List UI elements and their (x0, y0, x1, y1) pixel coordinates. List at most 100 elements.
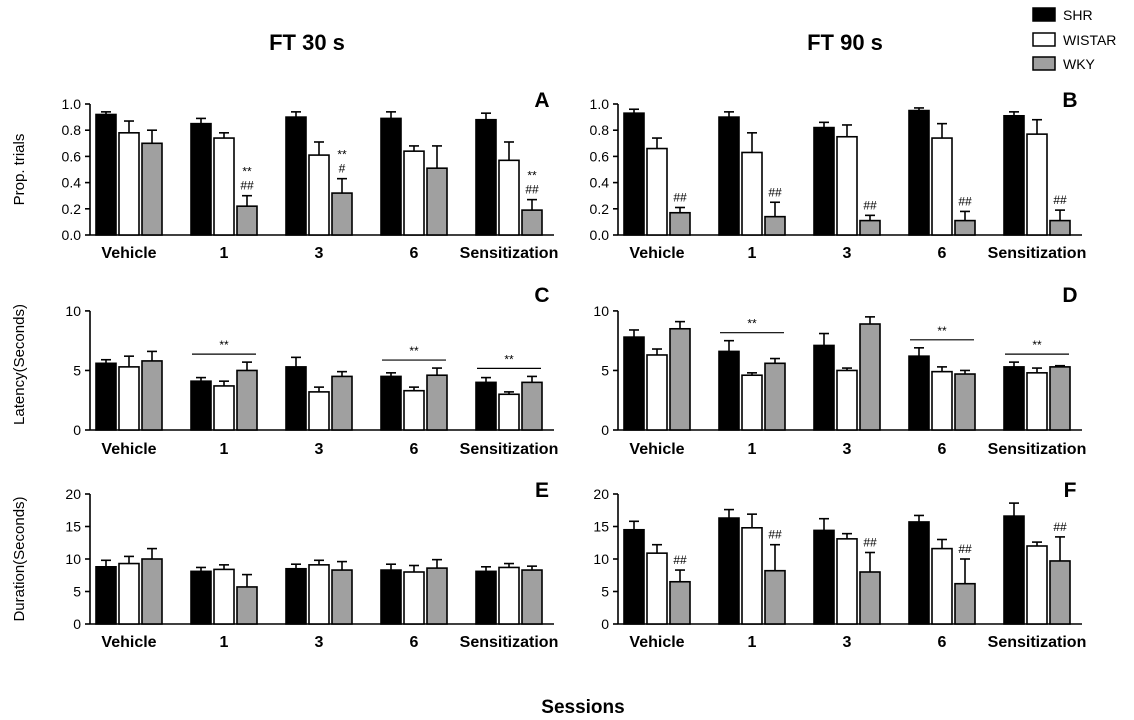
y-tick-label: 0 (73, 616, 81, 632)
x-tick-label-1: 1 (220, 441, 229, 458)
bar-wistar-sensitization (498, 159, 520, 236)
significance-bracket-label: ** (937, 324, 947, 338)
x-tick-label-6: 6 (410, 634, 419, 651)
bar-shr-vehicle (623, 336, 645, 431)
significance-label: ## (240, 179, 254, 193)
bar-shr-3 (285, 366, 307, 431)
y-axis-label: Prop. trials (11, 134, 28, 206)
bar-shr-1 (718, 517, 740, 625)
legend-label-wistar: WISTAR (1063, 32, 1116, 48)
bar-wistar-1 (741, 374, 763, 431)
y-tick-label: 0.0 (62, 227, 82, 243)
significance-label: ** (527, 169, 537, 183)
bar-wky-vehicle (669, 580, 691, 625)
bar-wky-vehicle (141, 558, 163, 625)
x-tick-label-1: 1 (748, 634, 757, 651)
legend: SHR WISTAR WKY (1032, 7, 1116, 72)
bar-shr-1 (190, 570, 212, 625)
x-tick-label-sensitization: Sensitization (988, 634, 1087, 651)
bar-wky-3 (859, 571, 881, 625)
panel-letter: F (1064, 479, 1077, 502)
bar-wky-sensitization (521, 209, 543, 236)
bar-wistar-6 (931, 547, 953, 625)
y-tick-label: 20 (593, 486, 609, 502)
significance-label: ** (337, 148, 347, 162)
y-tick-label: 0.6 (590, 148, 610, 164)
x-tick-label-1: 1 (220, 634, 229, 651)
y-tick-label: 10 (65, 303, 81, 319)
bar-wistar-3 (308, 564, 330, 625)
bar-wistar-6 (931, 370, 953, 431)
column-title-right: FT 90 s (807, 30, 883, 55)
significance-bracket-label: ** (219, 338, 229, 352)
x-tick-label-6: 6 (938, 441, 947, 458)
significance-label: ## (958, 194, 972, 208)
x-tick-label-6: 6 (410, 441, 419, 458)
bar-shr-1 (190, 380, 212, 431)
x-tick-label-vehicle: Vehicle (101, 441, 156, 458)
bar-wky-1 (764, 215, 786, 236)
x-tick-label-1: 1 (748, 245, 757, 262)
bar-shr-vehicle (623, 112, 645, 236)
y-tick-label: 0 (73, 422, 81, 438)
x-tick-label-sensitization: Sensitization (988, 245, 1087, 262)
panel-letter: A (534, 89, 549, 112)
legend-swatch-shr (1032, 7, 1056, 22)
significance-label: ## (863, 198, 877, 212)
y-tick-label: 15 (65, 519, 81, 535)
significance-label: ## (768, 528, 782, 542)
bar-shr-3 (285, 116, 307, 236)
y-tick-label: 0.4 (62, 175, 82, 191)
legend-swatch-wky (1032, 56, 1056, 71)
bar-shr-sensitization (1003, 515, 1025, 625)
panel-a: 0.0 0.2 0.4 0.6 0.8 1.0 Prop. trials A Vehicle 1 3… (11, 89, 558, 262)
y-tick-label: 5 (73, 362, 81, 378)
bar-wistar-3 (836, 369, 858, 431)
bar-wky-3 (331, 375, 353, 431)
bar-shr-vehicle (95, 565, 117, 625)
x-tick-label-1: 1 (748, 441, 757, 458)
bar-shr-1 (718, 116, 740, 236)
panel-letter: E (535, 479, 549, 502)
bar-shr-sensitization (475, 118, 497, 236)
y-tick-label: 5 (601, 584, 609, 600)
bar-wistar-3 (836, 135, 858, 236)
bar-shr-6 (908, 109, 930, 236)
bar-wky-vehicle (669, 327, 691, 431)
bar-wistar-3 (836, 538, 858, 625)
bar-shr-1 (190, 122, 212, 236)
panels: 0.0 0.2 0.4 0.6 0.8 1.0 Prop. trials A Vehicle 1 3… (11, 89, 1086, 651)
significance-label: ## (1053, 520, 1067, 534)
bar-wky-3 (331, 192, 353, 236)
bar-wky-1 (764, 569, 786, 625)
bar-wky-3 (859, 323, 881, 431)
x-tick-label-sensitization: Sensitization (460, 245, 559, 262)
y-tick-label: 5 (73, 584, 81, 600)
bar-wistar-1 (213, 568, 235, 625)
bar-wistar-6 (403, 389, 425, 431)
bar-wky-sensitization (521, 569, 543, 625)
bar-shr-vehicle (95, 362, 117, 431)
bar-shr-3 (285, 567, 307, 625)
y-tick-label: 10 (593, 303, 609, 319)
column-title-left: FT 30 s (269, 30, 345, 55)
y-tick-label: 10 (65, 551, 81, 567)
y-tick-label: 0 (601, 422, 609, 438)
y-tick-label: 5 (601, 362, 609, 378)
x-tick-label-sensitization: Sensitization (460, 441, 559, 458)
x-tick-label-3: 3 (315, 634, 324, 651)
bar-wky-3 (331, 569, 353, 625)
bar-wistar-3 (308, 154, 330, 236)
panel-c: 0 5 10 Latency(Seconds) C Vehicle 1 3 6 Sensitiza… (11, 284, 558, 458)
bar-wistar-6 (403, 571, 425, 625)
bar-wistar-1 (213, 137, 235, 236)
y-tick-label: 0.0 (590, 227, 610, 243)
x-tick-label-3: 3 (843, 245, 852, 262)
x-tick-label-3: 3 (315, 245, 324, 262)
bar-wky-1 (764, 362, 786, 431)
bar-shr-sensitization (475, 570, 497, 625)
panel-b: 0.0 0.2 0.4 0.6 0.8 1.0 B Vehicle 1 3 6 Sensitizati… (590, 89, 1087, 262)
bar-wistar-1 (741, 151, 763, 236)
y-tick-label: 0.6 (62, 148, 82, 164)
bar-wky-1 (236, 205, 258, 236)
